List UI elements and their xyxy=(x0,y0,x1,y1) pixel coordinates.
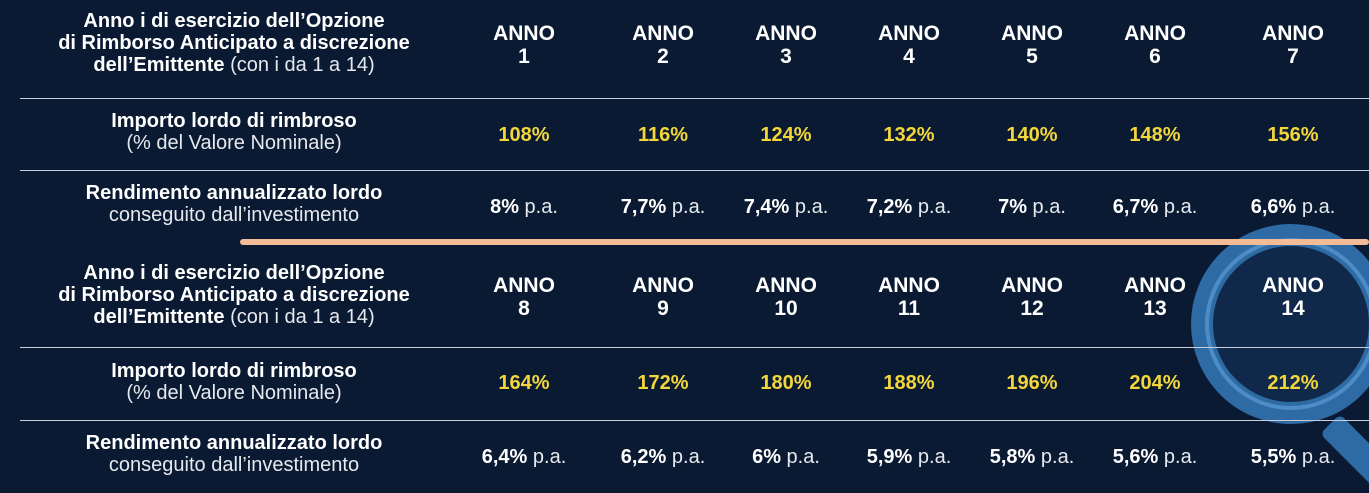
rendimento-value: 7% p.a. xyxy=(998,196,1066,218)
year-header: ANNO 8 xyxy=(459,274,589,320)
year-header-word: ANNO xyxy=(632,22,694,45)
year-header: ANNO 9 xyxy=(598,274,728,320)
year-header: ANNO 5 xyxy=(967,22,1097,68)
importo-value: 196% xyxy=(1006,372,1058,394)
rendimento-value: 5,5% p.a. xyxy=(1250,446,1336,468)
importo-value: 172% xyxy=(637,372,689,394)
year-header-number: 2 xyxy=(657,45,669,68)
year-header-word: ANNO xyxy=(493,274,555,297)
year-header: ANNO 13 xyxy=(1090,274,1220,320)
year-header-word: ANNO xyxy=(1124,22,1186,45)
year-header: ANNO 12 xyxy=(967,274,1097,320)
row-divider xyxy=(20,347,1369,348)
rendimento-row-label: Rendimento annualizzato lordo conseguito… xyxy=(85,182,383,226)
importo-value: 108% xyxy=(498,124,550,146)
year-header-number: 6 xyxy=(1149,45,1161,68)
year-header-word: ANNO xyxy=(632,274,694,297)
rendimento-value: 6,4% p.a. xyxy=(481,446,567,468)
importo-value: 116% xyxy=(637,124,689,146)
importo-value: 188% xyxy=(883,372,935,394)
year-header: ANNO 10 xyxy=(721,274,851,320)
rendimento-value: 8% p.a. xyxy=(490,196,558,218)
year-header-number: 10 xyxy=(774,297,798,320)
year-header-word: ANNO xyxy=(755,274,817,297)
rendimento-value: 6,6% p.a. xyxy=(1250,196,1336,218)
importo-value: 212% xyxy=(1267,372,1319,394)
rendimento-value: 7,2% p.a. xyxy=(866,196,952,218)
year-header-word: ANNO xyxy=(493,22,555,45)
rendimento-value: 5,8% p.a. xyxy=(989,446,1075,468)
year-header-number: 7 xyxy=(1287,45,1299,68)
year-header-number: 9 xyxy=(657,297,669,320)
year-header-number: 13 xyxy=(1143,297,1167,320)
importo-value: 140% xyxy=(1006,124,1058,146)
importo-value: 124% xyxy=(760,124,812,146)
year-header-word: ANNO xyxy=(1262,274,1324,297)
importo-value: 204% xyxy=(1129,372,1181,394)
importo-value: 156% xyxy=(1267,124,1319,146)
year-header-word: ANNO xyxy=(878,274,940,297)
rendimento-value: 5,6% p.a. xyxy=(1112,446,1198,468)
year-header-number: 11 xyxy=(897,297,921,320)
year-header-word: ANNO xyxy=(878,22,940,45)
year-header-word: ANNO xyxy=(1001,22,1063,45)
year-header-number: 14 xyxy=(1281,297,1305,320)
year-row-label: Anno i di esercizio dell’Opzione di Rimb… xyxy=(58,10,410,76)
section-divider xyxy=(240,239,1369,245)
importo-row-label: Importo lordo di rimbroso (% del Valore … xyxy=(111,360,357,404)
year-header-number: 8 xyxy=(518,297,530,320)
year-header: ANNO 2 xyxy=(598,22,728,68)
year-header-number: 3 xyxy=(780,45,792,68)
year-header-number: 1 xyxy=(518,45,530,68)
year-header-number: 5 xyxy=(1026,45,1038,68)
year-header: ANNO 6 xyxy=(1090,22,1220,68)
year-header-word: ANNO xyxy=(755,22,817,45)
rendimento-value: 7,7% p.a. xyxy=(620,196,706,218)
year-header: ANNO 7 xyxy=(1228,22,1358,68)
year-header: ANNO 11 xyxy=(844,274,974,320)
year-row-label: Anno i di esercizio dell’Opzione di Rimb… xyxy=(58,262,410,328)
year-header-number: 12 xyxy=(1020,297,1044,320)
importo-row-label: Importo lordo di rimbroso (% del Valore … xyxy=(111,110,357,154)
importo-value: 148% xyxy=(1129,124,1181,146)
row-divider xyxy=(20,98,1369,99)
year-header-word: ANNO xyxy=(1124,274,1186,297)
rendimento-value: 5,9% p.a. xyxy=(866,446,952,468)
year-header: ANNO 14 xyxy=(1228,274,1358,320)
year-header: ANNO 4 xyxy=(844,22,974,68)
rendimento-value: 6,2% p.a. xyxy=(620,446,706,468)
year-header: ANNO 1 xyxy=(459,22,589,68)
row-divider xyxy=(20,420,1369,421)
rendimento-row-label: Rendimento annualizzato lordo conseguito… xyxy=(85,432,383,476)
year-header-word: ANNO xyxy=(1001,274,1063,297)
importo-value: 132% xyxy=(883,124,935,146)
importo-value: 180% xyxy=(760,372,812,394)
year-header-number: 4 xyxy=(903,45,915,68)
year-header-word: ANNO xyxy=(1262,22,1324,45)
year-header: ANNO 3 xyxy=(721,22,851,68)
importo-value: 164% xyxy=(498,372,550,394)
rendimento-value: 6,7% p.a. xyxy=(1112,196,1198,218)
row-divider xyxy=(20,170,1369,171)
rendimento-value: 6% p.a. xyxy=(752,446,820,468)
rendimento-value: 7,4% p.a. xyxy=(743,196,829,218)
